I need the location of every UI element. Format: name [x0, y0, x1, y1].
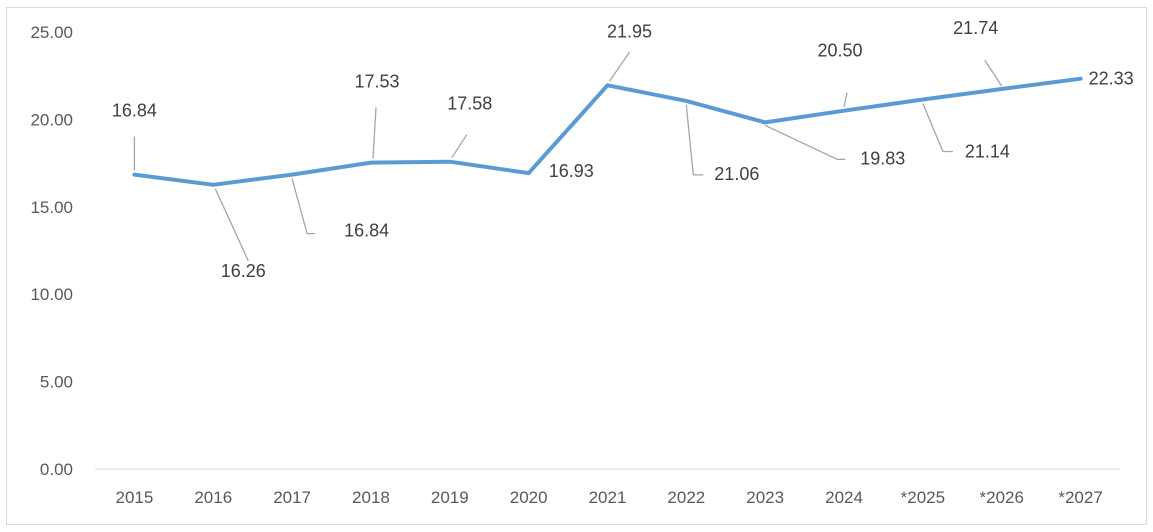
x-axis-ticks: 2015 2016 2017 2018 2019 2020 2021 2022 2023 2024…	[116, 488, 1103, 507]
data-label-leader	[291, 178, 316, 235]
data-label: 20.50	[817, 41, 862, 61]
data-label: 19.83	[860, 148, 905, 168]
x-tick-label: 2020	[510, 488, 548, 507]
data-label-leader	[764, 124, 846, 161]
x-tick-label: 2019	[431, 488, 469, 507]
y-tick-label: 15.00	[30, 198, 73, 217]
series-line	[132, 76, 1083, 187]
x-tick-label: 2016	[194, 488, 232, 507]
x-tick-label: *2027	[1058, 488, 1102, 507]
data-label: 17.53	[354, 72, 399, 92]
data-label-leader	[984, 59, 1003, 87]
x-tick-label: 2023	[746, 488, 784, 507]
data-label: 16.93	[549, 161, 594, 181]
data-label-leader	[608, 51, 631, 82]
x-tick-label: 2018	[352, 488, 390, 507]
data-label: 21.74	[953, 18, 998, 38]
data-label: 22.33	[1089, 69, 1134, 89]
data-label: 16.84	[344, 221, 389, 241]
data-label-leader	[685, 104, 704, 176]
x-tick-label: *2026	[980, 488, 1024, 507]
y-tick-label: 10.00	[30, 285, 73, 304]
x-tick-label: 2022	[667, 488, 705, 507]
data-label: 17.58	[447, 94, 492, 114]
data-label-leader	[451, 134, 468, 159]
y-tick-label: 0.00	[40, 460, 73, 479]
data-label: 21.06	[714, 164, 759, 184]
data-label-leader	[843, 92, 848, 107]
x-tick-label: 2017	[273, 488, 311, 507]
data-label-leader	[372, 107, 377, 159]
y-tick-label: 20.00	[30, 110, 73, 129]
data-labels: 16.84 16.26 16.84 17.53 17.58 16.93 21.95 21.06…	[112, 18, 1134, 281]
data-label-leader	[922, 103, 953, 153]
y-axis-ticks: 0.00 5.00 10.00 15.00 20.00 25.00	[30, 23, 73, 479]
data-label: 21.14	[965, 142, 1010, 162]
x-tick-label: 2021	[589, 488, 627, 507]
x-tick-label: *2025	[901, 488, 945, 507]
data-label: 21.95	[607, 21, 652, 41]
x-tick-label: 2015	[116, 488, 154, 507]
data-label: 16.26	[221, 261, 266, 281]
x-tick-label: 2024	[825, 488, 863, 507]
leader-lines	[133, 51, 1003, 262]
y-tick-label: 5.00	[40, 373, 73, 392]
y-tick-label: 25.00	[30, 23, 73, 42]
data-label: 16.84	[112, 101, 157, 121]
data-label-leader	[214, 188, 249, 262]
